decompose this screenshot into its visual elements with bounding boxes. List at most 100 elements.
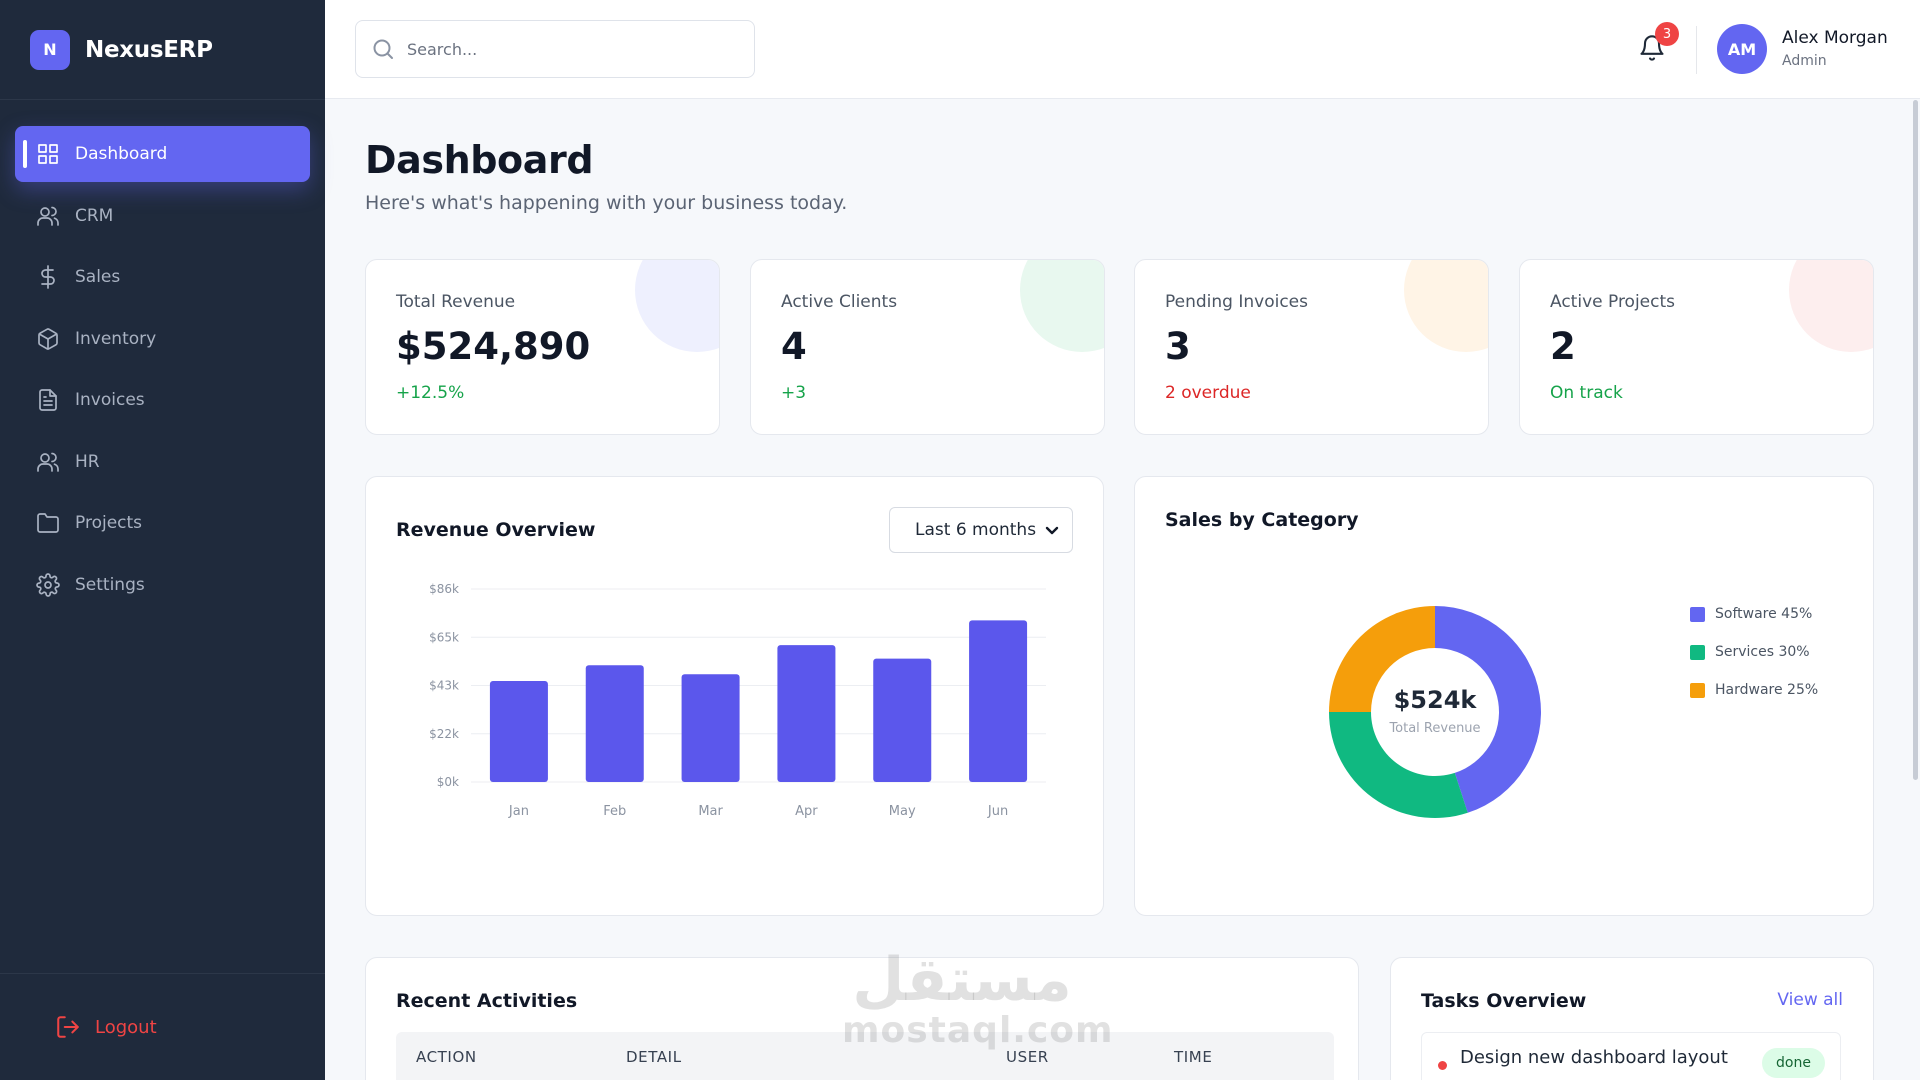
sidebar-item-dashboard[interactable]: Dashboard — [15, 126, 310, 182]
sidebar-item-label: Inventory — [75, 328, 157, 349]
column-header[interactable]: ACTION — [416, 1048, 477, 1066]
legend-item[interactable]: Hardware 25% — [1690, 671, 1818, 709]
brand-logo: N — [30, 29, 70, 70]
sidebar-item-settings[interactable]: Settings — [15, 557, 310, 613]
stat-card-projects[interactable]: Active Projects 2 On track — [1519, 259, 1874, 435]
stat-trend: +3 — [781, 383, 807, 403]
bar — [969, 620, 1028, 782]
sidebar-item-hr[interactable]: HR — [15, 434, 310, 490]
sidebar-item-invoices[interactable]: Invoices — [15, 372, 310, 428]
sales-by-category-card: Sales by Category $524k Total Revenue Sof… — [1134, 476, 1874, 916]
users-icon — [35, 449, 61, 475]
stat-value: 3 — [1165, 325, 1191, 368]
x-tick-label: Feb — [603, 804, 626, 819]
notification-count-badge: 3 — [1655, 22, 1679, 46]
card-title: Sales by Category — [1165, 509, 1359, 531]
recent-activities-card: Recent Activities ACTION DETAIL USER TIM… — [365, 957, 1359, 1080]
revenue-bar-chart: $0k $22k $43k $65k $86k Jan Feb Mar Apr May Jun — [429, 582, 1046, 819]
page-subtitle: Here's what's happening with your busine… — [365, 192, 848, 214]
sales-donut-chart: $524k Total Revenue — [1329, 606, 1541, 818]
task-name: Design new dashboard layout — [1460, 1047, 1728, 1068]
legend-item[interactable]: Software 45% — [1690, 595, 1818, 633]
sidebar: N NexusERP Dashboard CRM Sales Inventor — [0, 0, 325, 1080]
sidebar-item-label: Settings — [75, 574, 145, 595]
chart-legend: Software 45% Services 30% Hardware 25% — [1690, 595, 1818, 709]
y-tick-label: $22k — [429, 727, 459, 741]
period-select-value: Last 6 months — [915, 520, 1037, 540]
view-all-link[interactable]: View all — [1777, 990, 1843, 1010]
brand[interactable]: N NexusERP — [0, 0, 325, 100]
sidebar-item-crm[interactable]: CRM — [15, 188, 310, 244]
activities-table-header: ACTION DETAIL USER TIME — [396, 1032, 1334, 1080]
folder-icon — [35, 510, 61, 536]
avatar[interactable]: AM — [1717, 24, 1767, 74]
status-badge: done — [1762, 1048, 1825, 1078]
card-title: Recent Activities — [396, 990, 578, 1012]
sidebar-item-label: Dashboard — [75, 144, 168, 164]
column-header[interactable]: USER — [1006, 1048, 1049, 1066]
stat-label: Total Revenue — [396, 292, 516, 312]
x-tick-label: Jun — [987, 804, 1008, 819]
logout-button[interactable]: Logout — [55, 1014, 157, 1040]
card-title: Tasks Overview — [1421, 990, 1587, 1012]
task-priority-dot — [1438, 1061, 1447, 1070]
donut-center-label: Total Revenue — [1388, 721, 1480, 736]
stat-card-decoration — [1404, 260, 1488, 352]
stat-trend: On track — [1550, 383, 1623, 403]
legend-swatch — [1690, 644, 1705, 660]
page-scrollbar[interactable] — [1913, 100, 1918, 780]
y-tick-label: $43k — [429, 679, 459, 693]
legend-swatch — [1690, 606, 1705, 622]
stat-label: Active Projects — [1550, 292, 1676, 312]
bar — [585, 665, 644, 782]
revenue-overview-card: Revenue Overview Last 6 months $0k $22k $4… — [365, 476, 1104, 916]
bar — [681, 674, 740, 782]
grid-icon — [35, 141, 61, 167]
stat-label: Pending Invoices — [1165, 292, 1308, 312]
bell-icon — [1640, 35, 1664, 61]
bar — [489, 681, 548, 782]
donut-slice — [1329, 712, 1468, 818]
topbar: 3 AM Alex Morgan Admin — [325, 0, 1920, 99]
sidebar-item-label: CRM — [75, 205, 114, 226]
tasks-overview-card: Tasks Overview View all Design new dashb… — [1390, 957, 1874, 1080]
period-select[interactable]: Last 6 months — [889, 507, 1073, 553]
column-header[interactable]: TIME — [1174, 1048, 1213, 1066]
search-icon — [373, 39, 393, 59]
sidebar-item-inventory[interactable]: Inventory — [15, 311, 310, 367]
watermark-latin: mostaql.com — [842, 1010, 1114, 1051]
sidebar-item-projects[interactable]: Projects — [15, 495, 310, 551]
donut-center-value: $524k — [1394, 686, 1478, 714]
column-header[interactable]: DETAIL — [626, 1048, 682, 1066]
bar — [873, 658, 932, 782]
y-tick-label: $65k — [429, 630, 459, 644]
sidebar-item-label: HR — [75, 451, 100, 472]
sidebar-item-sales[interactable]: Sales — [15, 249, 310, 305]
legend-item[interactable]: Services 30% — [1690, 633, 1818, 671]
donut-slice — [1329, 606, 1435, 712]
sidebar-item-label: Invoices — [75, 390, 145, 410]
brand-name: NexusERP — [85, 36, 213, 63]
sidebar-item-label: Projects — [75, 513, 143, 533]
y-tick-label: $0k — [437, 775, 459, 789]
stat-trend: +12.5% — [396, 383, 465, 403]
notifications-button[interactable]: 3 — [1638, 22, 1679, 64]
search-box[interactable] — [355, 20, 755, 78]
task-item[interactable]: Design new dashboard layout done — [1421, 1032, 1841, 1080]
chevron-down-icon — [1044, 522, 1060, 538]
legend-label: Services 30% — [1715, 644, 1810, 660]
bar — [777, 645, 836, 782]
stat-card-revenue[interactable]: Total Revenue $524,890 +12.5% — [365, 259, 720, 435]
stat-card-invoices[interactable]: Pending Invoices 3 2 overdue — [1134, 259, 1489, 435]
stat-card-decoration — [635, 260, 719, 352]
sidebar-item-label: Sales — [75, 267, 121, 287]
stat-value: 2 — [1550, 325, 1576, 368]
topbar-divider — [1696, 26, 1697, 74]
donut-slice — [1435, 606, 1541, 813]
stat-trend: 2 overdue — [1165, 383, 1251, 403]
search-input[interactable] — [407, 39, 737, 59]
card-title: Revenue Overview — [396, 519, 596, 541]
user-name[interactable]: Alex Morgan — [1782, 28, 1888, 48]
x-tick-label: Mar — [698, 804, 723, 819]
stat-card-clients[interactable]: Active Clients 4 +3 — [750, 259, 1105, 435]
